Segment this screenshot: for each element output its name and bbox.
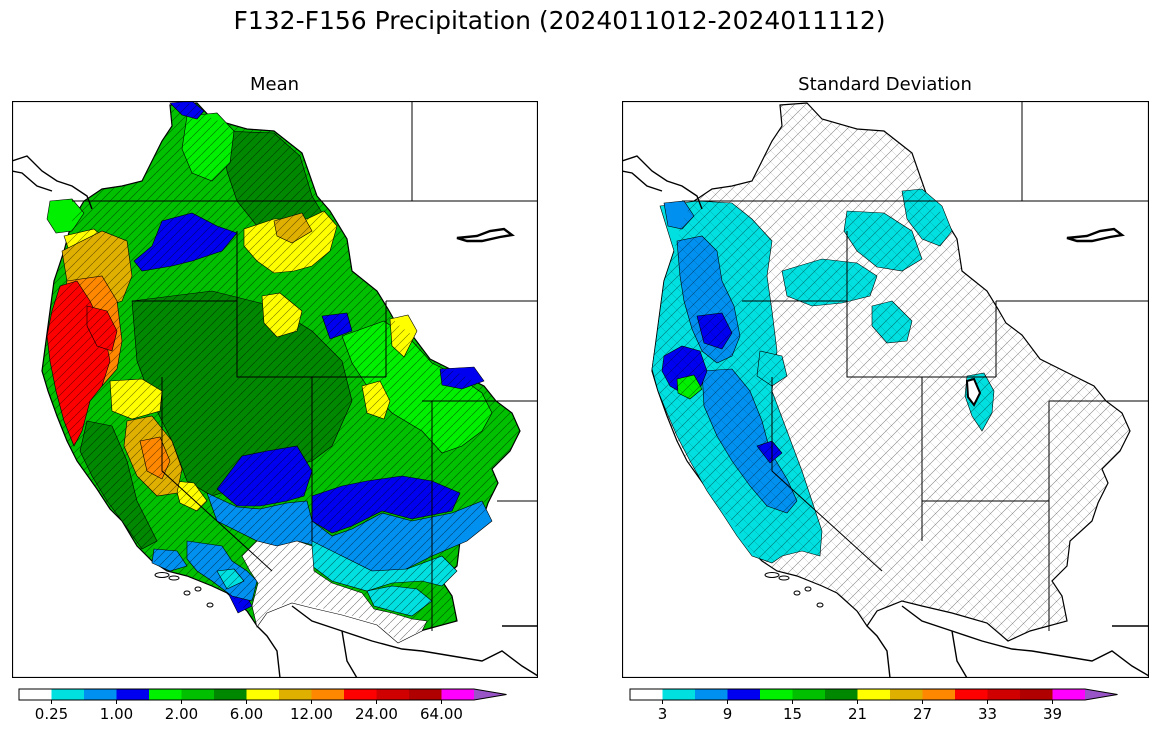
mean-colorbar-tick-label: 1.00 <box>100 705 133 723</box>
std-map-frame <box>622 101 1149 678</box>
std-colorbar-swatch <box>695 689 728 700</box>
std-basin-texture <box>652 103 1130 641</box>
std-colorbar-swatch <box>987 689 1021 700</box>
mean-colorbar-swatch <box>116 689 150 700</box>
mean-coastline <box>12 155 538 678</box>
std-colorbar-swatch <box>890 689 923 700</box>
std-colorbar-swatch <box>760 689 793 700</box>
std-colorbar-tick-label: 15 <box>783 705 802 723</box>
std-colorbar-tick-label: 3 <box>658 705 668 723</box>
mean-colorbar-tick-label: 64.00 <box>420 705 463 723</box>
std-lake-superior <box>1066 227 1125 243</box>
std-colorbar-swatch <box>1020 689 1053 700</box>
mean-colorbar-outline <box>18 688 507 701</box>
mean-colorbar-swatch <box>19 689 52 700</box>
mean-colorbar-swatch <box>214 689 247 700</box>
std-colorbar-swatch <box>955 689 988 700</box>
mean-colorbar-swatch <box>311 689 345 700</box>
std-colorbar-swatch <box>922 689 956 700</box>
std-coastline <box>622 155 1149 678</box>
std-state-borders <box>682 101 1149 631</box>
std-colorbar-tick-label: 21 <box>848 705 867 723</box>
mean-colorbar-tick-label: 2.00 <box>165 705 198 723</box>
std-colorbar-tick-label: 27 <box>913 705 932 723</box>
mean-colorbar-swatch <box>409 689 442 700</box>
std-colorbar-tick-label: 9 <box>723 705 733 723</box>
mean-colorbar-swatch <box>344 689 377 700</box>
std-colorbar-swatch <box>857 689 891 700</box>
std-colorbar-outline <box>629 688 1118 701</box>
mean-colorbar-swatch <box>279 689 312 700</box>
mean-colorbar-swatch <box>441 689 475 700</box>
std-great-salt-lake <box>965 377 982 407</box>
mean-colorbar-arrow <box>474 689 507 700</box>
mean-colorbar-tick-label: 24.00 <box>355 705 398 723</box>
mean-colorbar-swatch <box>376 689 410 700</box>
mean-colorbar-swatch <box>84 689 117 700</box>
mean-colorbar-swatch <box>149 689 182 700</box>
std-colorbar-tick-label: 33 <box>978 705 997 723</box>
std-colorbar-swatch <box>1052 689 1086 700</box>
std-channel-islands <box>764 572 824 608</box>
mean-colorbar-swatch <box>246 689 280 700</box>
mean-colorbar-tick-label: 12.00 <box>290 705 333 723</box>
mean-colorbar: 0.25 1.00 2.00 6.00 12.00 24.00 64.00 <box>18 688 507 723</box>
std-colorbar-swatch <box>825 689 858 700</box>
mean-lake-superior <box>456 227 515 243</box>
std-map <box>622 101 1149 678</box>
std-colorbar-swatch <box>792 689 826 700</box>
std-colorbar-swatch <box>630 689 663 700</box>
mean-colorbar-swatch <box>51 689 85 700</box>
mean-panel-title: Mean <box>249 74 300 95</box>
mean-colorbar-tick-label: 6.00 <box>230 705 263 723</box>
std-colorbar-swatch <box>727 689 761 700</box>
mean-map <box>12 101 538 678</box>
std-colorbar: 3 9 15 21 27 33 39 <box>629 688 1118 723</box>
figure-title: F132-F156 Precipitation (2024011012-2024… <box>233 6 886 35</box>
mean-colorbar-tick-label: 0.25 <box>35 705 68 723</box>
mean-colorbar-swatch <box>181 689 215 700</box>
mean-state-borders <box>72 101 538 631</box>
std-colorbar-swatch <box>662 689 696 700</box>
mean-basin-texture <box>42 103 520 641</box>
std-panel-title: Standard Deviation <box>798 74 972 95</box>
std-colorbar-tick-label: 39 <box>1043 705 1062 723</box>
std-colorbar-arrow <box>1085 689 1118 700</box>
mean-channel-islands <box>154 572 214 608</box>
mean-map-frame <box>12 101 538 678</box>
